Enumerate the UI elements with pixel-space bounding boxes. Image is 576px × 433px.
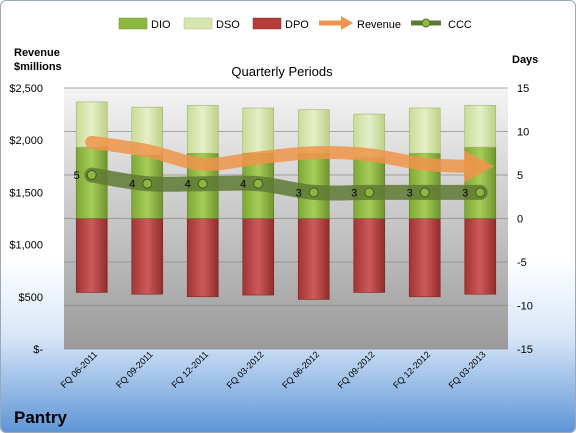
legend-label-ccc: CCC [448,19,472,31]
bar-dpo-6 [408,218,441,298]
right-tick-label-5: 10 [517,127,529,139]
ccc-point-2 [197,178,208,189]
left-tick-label-3: $1,500 [9,187,43,199]
bar-dpo-3 [242,218,275,296]
right-tick-label-4: 5 [517,170,523,182]
legend-label-dio: DIO [151,19,171,31]
ccc-label-7: 3 [462,187,468,199]
ccc-label-1: 4 [129,179,135,191]
legend-swatch-ccc [411,18,441,28]
legend-swatch-revenue [319,16,353,30]
left-tick-label-5: $2,500 [9,83,43,95]
left-tick-label-0: $- [33,344,43,356]
revenue-arrowhead [464,150,495,183]
ccc-point-3 [253,178,264,189]
bar-dso-6 [408,107,441,154]
legend-swatch-dso [183,17,213,30]
right-tick-label-6: 15 [517,83,529,95]
right-tick-label-2: -5 [517,257,527,269]
category-label-6: FQ 12-2012 [391,349,432,390]
ccc-point-1 [142,178,153,189]
company-name: Pantry [14,408,67,427]
chart-title: Quarterly Periods [231,64,333,79]
ccc-label-2: 4 [185,179,191,191]
ccc-point-4 [308,187,319,198]
ccc-label-6: 3 [407,187,413,199]
bar-dso-7 [464,105,497,148]
ccc-label-5: 3 [351,187,357,199]
ccc-label-4: 3 [296,187,302,199]
bar-dpo-2 [186,218,219,298]
category-label-7: FQ 03-2013 [447,349,488,390]
bar-dpo-5 [353,218,386,293]
ccc-point-6 [419,187,430,198]
bar-dso-3 [242,107,275,154]
legend: DIO DSO DPO Revenue CCC [118,16,472,31]
bar-dpo-4 [297,218,330,300]
bar-dso-4 [297,109,330,154]
legend-swatch-dpo [252,17,282,30]
category-label-0: FQ 06-2011 [59,349,100,390]
left-tick-label-4: $2,000 [9,135,43,147]
bar-dpo-1 [131,218,164,295]
ccc-point-7 [475,187,486,198]
left-tick-label-1: $500 [19,292,43,304]
ccc-label-0: 5 [74,170,80,182]
legend-label-dpo: DPO [285,19,309,31]
left-tick-label-2: $1,000 [9,240,43,252]
category-label-3: FQ 03-2012 [225,349,266,390]
left-axis-title-line1: Revenue [14,47,60,59]
category-label-5: FQ 09-2012 [336,349,377,390]
legend-swatch-dio [118,17,148,30]
right-tick-label-0: -15 [517,344,533,356]
ccc-point-0 [86,170,97,180]
revenue-line [85,135,473,173]
bar-dso-2 [186,105,219,154]
bar-dpo-7 [464,218,497,295]
legend-label-dso: DSO [216,19,240,31]
right-axis-title: Days [512,54,538,66]
right-tick-label-1: -10 [517,301,533,313]
category-label-2: FQ 12-2011 [170,349,211,390]
ccc-point-5 [364,187,375,198]
legend-label-revenue: Revenue [357,19,401,31]
left-axis-title-line2: $millions [14,61,62,73]
lines: 5 4 4 4 3 3 3 3 [74,135,495,201]
category-label-1: FQ 09-2011 [114,349,155,390]
right-tick-label-3: 0 [517,214,523,226]
category-label-4: FQ 06-2012 [280,349,321,390]
ccc-label-3: 4 [240,179,246,191]
bar-dpo-0 [75,218,108,293]
